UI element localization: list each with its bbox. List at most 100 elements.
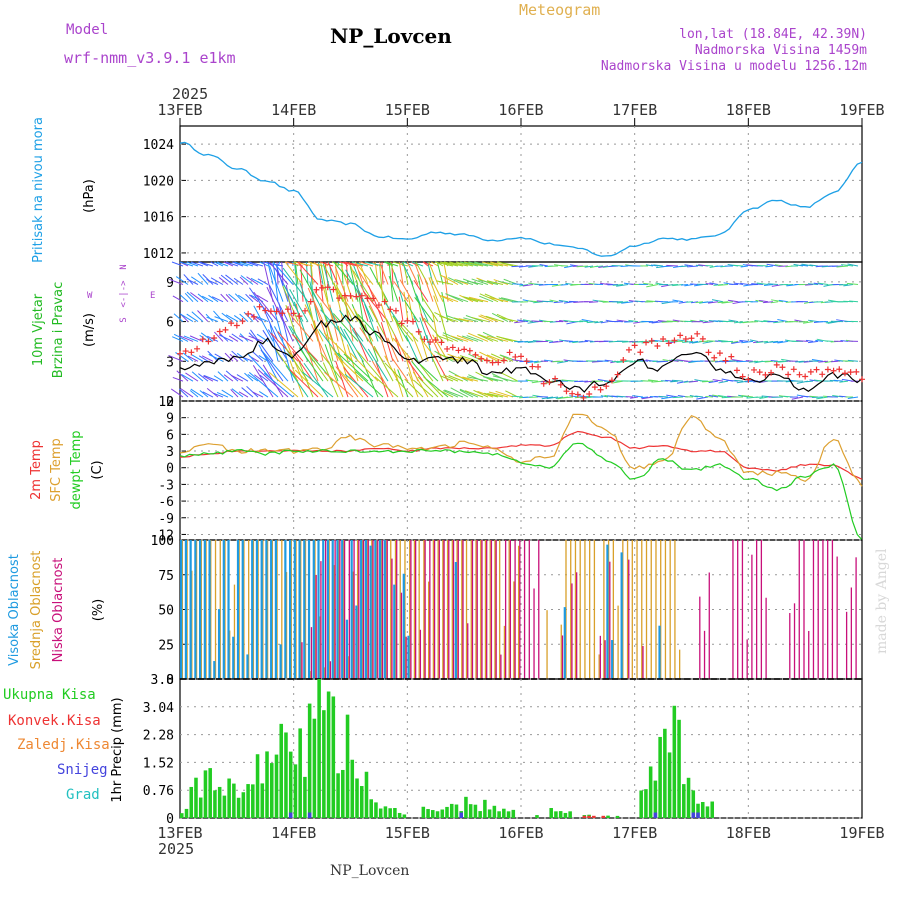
gust-marker — [591, 384, 598, 391]
wind-vector — [807, 283, 819, 286]
wind-vector — [294, 261, 299, 285]
wind-vector — [778, 299, 789, 303]
wind-vector — [314, 291, 339, 322]
wind-vector — [436, 280, 454, 285]
wind-vector — [496, 261, 519, 267]
wind-vector — [847, 396, 859, 400]
wind-vector — [564, 265, 574, 269]
wind-vector — [269, 284, 289, 322]
wind-vector — [230, 389, 239, 398]
wind-vector — [351, 261, 369, 267]
precip-total-bar — [449, 803, 454, 818]
wind-vector — [168, 354, 184, 362]
gust-marker — [319, 284, 326, 291]
top-date-label: 17FEB — [612, 101, 657, 119]
wind-vector — [384, 355, 399, 382]
wind-vector — [343, 328, 364, 362]
wind-vector — [846, 282, 859, 286]
wind-vector — [269, 324, 279, 362]
wind-vector — [546, 396, 559, 400]
dewpoint-line — [179, 442, 863, 541]
precip-total-bar — [374, 802, 378, 818]
wind-vector — [419, 317, 429, 342]
wind-vector — [478, 334, 499, 342]
wind-vector — [289, 369, 319, 398]
gust-marker — [188, 349, 195, 356]
gust-marker — [557, 381, 564, 388]
wind-vector — [531, 320, 544, 323]
wind-vector — [696, 396, 709, 400]
wind-vector — [225, 314, 239, 323]
wind-vector — [303, 362, 329, 398]
gust-marker — [523, 358, 530, 365]
wind-vector — [600, 395, 609, 398]
wind-vector — [758, 299, 769, 303]
precip-total-bar — [203, 770, 208, 818]
wind-vector — [482, 376, 504, 382]
wind-vector — [254, 374, 264, 382]
wind-vector — [428, 261, 439, 285]
gust-marker — [347, 292, 354, 299]
wind-vector — [246, 276, 259, 285]
wind-vector — [640, 396, 649, 399]
gust-marker — [478, 355, 485, 362]
wind-vector — [328, 361, 344, 398]
wind-vectors — [168, 261, 859, 400]
wind-vector — [616, 284, 629, 287]
wind-vector — [173, 313, 184, 322]
wind-vector — [187, 355, 199, 362]
gust-marker — [381, 298, 388, 305]
wind-vector — [339, 261, 359, 267]
wind-vector — [439, 375, 454, 382]
gust-marker — [569, 390, 576, 397]
wind-vector — [527, 360, 539, 363]
wind-vector — [268, 372, 299, 398]
wind-ytick-label: 9 — [166, 276, 174, 291]
temp-ytick-label: 12 — [158, 395, 174, 410]
wind-vector — [492, 375, 514, 382]
pressure-label: Pritisak na nivou mora — [31, 117, 46, 263]
wind-vector — [466, 335, 484, 342]
precip-total-bar — [393, 808, 397, 818]
precip-snow-bar — [653, 812, 658, 818]
watermark: made by Angel — [874, 548, 890, 654]
gust-marker — [574, 391, 581, 398]
bottom-date-label: 17FEB — [612, 824, 657, 842]
wind-vector — [671, 379, 684, 382]
top-date-label: 16FEB — [498, 101, 543, 119]
wind-vector — [198, 355, 209, 362]
wind-vector — [721, 301, 734, 304]
wind-vector — [421, 296, 439, 322]
wind-vector — [299, 282, 314, 322]
precip-total-bar — [217, 786, 222, 818]
precip-total-bar — [397, 812, 402, 818]
precip-total-bar — [615, 815, 620, 818]
precip-ytick-label: 2.28 — [143, 729, 174, 744]
precip-total-bar — [606, 815, 610, 818]
wind-vector — [764, 360, 774, 363]
wind-vector — [766, 263, 779, 267]
gust-marker — [671, 337, 678, 344]
wind-vector — [267, 261, 274, 285]
temp-sfc-label: SFC Temp — [49, 438, 64, 502]
wind-vector — [233, 277, 244, 285]
gust-marker — [733, 367, 740, 374]
wind-vector — [172, 295, 184, 303]
precip-total-bar — [208, 768, 212, 818]
wind-vector — [527, 379, 539, 382]
wind-vector — [249, 261, 264, 267]
precip-total-bar — [222, 795, 227, 818]
gust-marker — [728, 353, 735, 360]
precip-total-bar — [440, 809, 445, 818]
wind-vector — [219, 334, 234, 342]
wind-vector — [384, 362, 404, 382]
wind-vector — [641, 396, 654, 400]
elevation-label: Nadmorska Visina 1459m — [695, 43, 867, 58]
wind-vector — [576, 265, 589, 268]
gust-marker — [370, 295, 377, 302]
precip-total-bar — [483, 799, 487, 818]
wind-vector — [645, 264, 654, 267]
wind-vector — [524, 340, 534, 343]
precip-total-bar — [236, 797, 241, 818]
wind-vector — [621, 301, 634, 304]
